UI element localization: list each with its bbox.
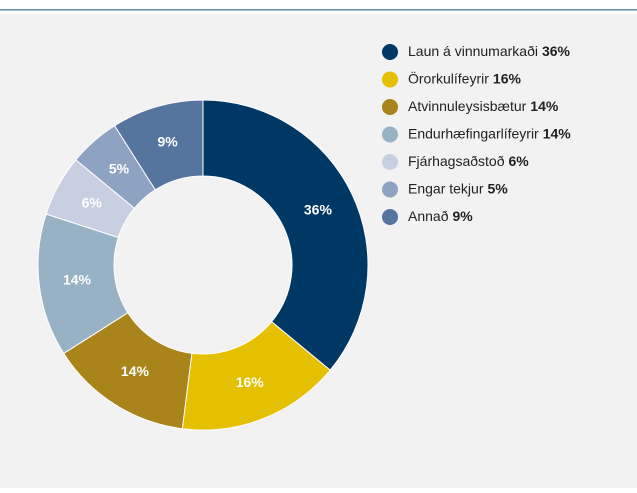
legend-swatch [382,181,398,198]
legend-entry: Atvinnuleysisbætur 14% [408,98,559,114]
legend-swatch [382,44,398,60]
legend-entry: Laun á vinnumarkaði 36% [408,43,571,59]
legend-label: Endurhæfingarlífeyrir [408,125,539,141]
slice [113,99,204,191]
legend-value: 36% [542,43,571,59]
top-rule [0,9,637,11]
legend-entry: Annað 9% [408,208,473,224]
legend-label: Annað [408,208,449,224]
legend-value: 9% [452,208,473,224]
legend-value: 6% [509,153,530,169]
legend-label: Örorkulífeyrir [408,69,489,86]
slice [202,99,369,371]
legend-entry: Engar tekjur 5% [408,180,508,196]
legend-swatch [382,209,398,225]
slice-label: 36% [304,202,333,218]
legend-label: Fjárhagsaðstoð [408,153,505,169]
slice-label: 6% [82,195,103,211]
legend-label: Atvinnuleysisbætur [408,98,527,114]
legend-value: 14% [530,98,559,114]
slice-label: 5% [109,160,130,176]
legend-value: 5% [487,180,508,196]
legend-value: 14% [543,125,572,141]
legend-entry: Fjárhagsaðstoð 6% [408,153,529,169]
slice-label: 9% [157,134,178,150]
legend-label: Laun á vinnumarkaði [408,43,538,59]
slice-label: 16% [236,374,265,390]
legend-value: 16% [493,70,522,86]
legend-swatch [382,126,398,143]
legend-entry: Endurhæfingarlífeyrir 14% [408,125,571,141]
slice-label: 14% [63,272,92,288]
legend-swatch [382,154,398,170]
legend-label: Engar tekjur [408,180,484,196]
slice-label: 14% [121,363,150,379]
legend-swatch [382,71,398,88]
legend-swatch [382,99,398,115]
legend-entry: Örorkulífeyrir 16% [408,69,521,86]
